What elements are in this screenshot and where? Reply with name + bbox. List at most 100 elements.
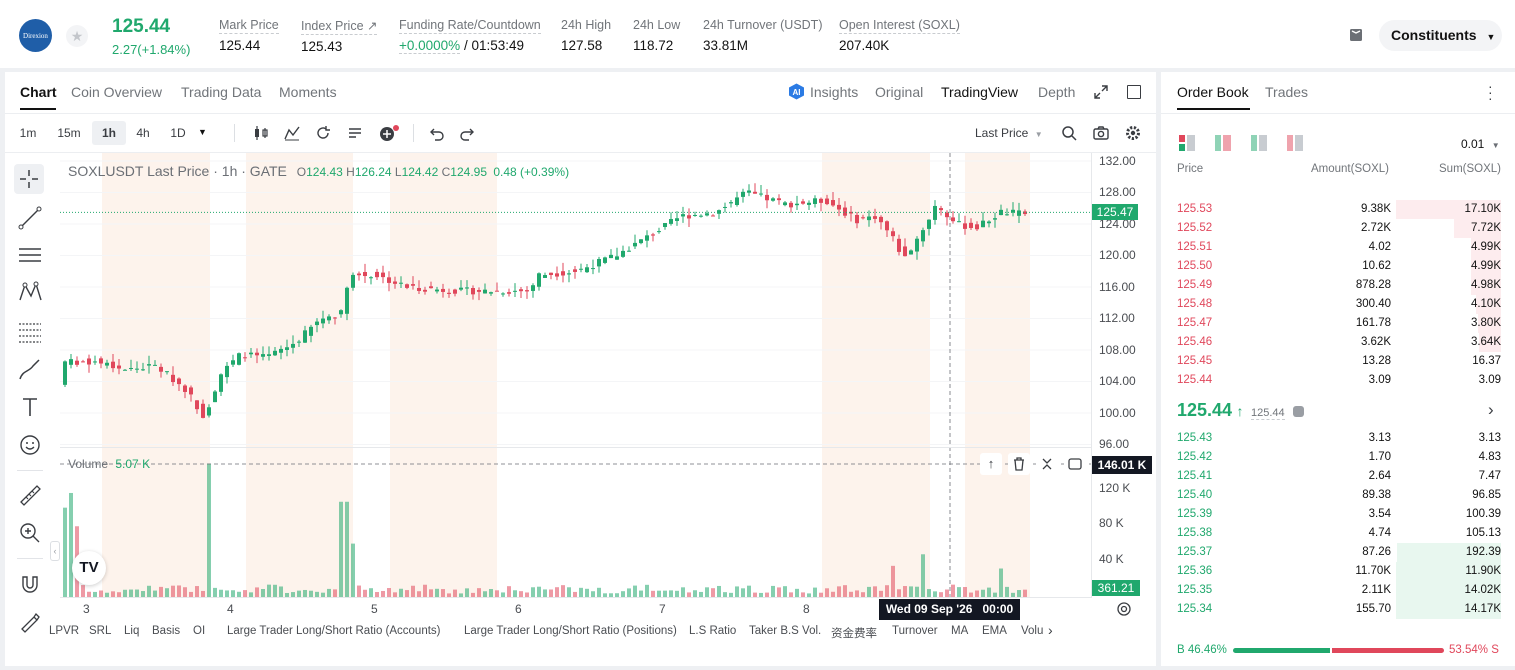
replay-icon[interactable] xyxy=(314,124,332,142)
tab-coin-overview[interactable]: Coin Overview xyxy=(71,84,163,100)
lock-drawings-icon[interactable] xyxy=(15,606,45,636)
fib-tool-icon[interactable] xyxy=(15,316,45,346)
ask-row[interactable]: 125.46 3.62K 3.64K xyxy=(1161,333,1515,352)
maximize-pane-icon[interactable] xyxy=(1064,453,1086,475)
zoom-in-tool-icon[interactable] xyxy=(15,518,45,548)
bid-row[interactable]: 125.41 2.64 7.47 xyxy=(1161,467,1515,486)
ruler-tool-icon[interactable] xyxy=(15,480,45,510)
bid-row[interactable]: 125.35 2.11K 14.02K xyxy=(1161,581,1515,600)
tab-order-book[interactable]: Order Book xyxy=(1177,84,1249,100)
pattern-tool-icon[interactable] xyxy=(15,278,45,308)
ask-row[interactable]: 125.52 2.72K 7.72K xyxy=(1161,219,1515,238)
indicator-volume[interactable]: Volu xyxy=(1021,625,1043,637)
view-asks-bids-icon[interactable] xyxy=(1215,135,1231,151)
ask-row[interactable]: 125.44 3.09 3.09 xyxy=(1161,371,1515,390)
bid-row[interactable]: 125.42 1.70 4.83 xyxy=(1161,448,1515,467)
timeframe-1m[interactable]: 1m xyxy=(19,126,37,140)
trend-line-tool-icon[interactable] xyxy=(15,203,45,233)
text-tool-icon[interactable] xyxy=(15,392,45,422)
time-axis-settings-icon[interactable] xyxy=(1116,601,1132,617)
indicator-oi[interactable]: OI xyxy=(193,625,206,637)
view-asks-only-icon[interactable] xyxy=(1287,135,1303,151)
bid-row[interactable]: 125.38 4.74 105.13 xyxy=(1161,524,1515,543)
indicator-ma[interactable]: MA xyxy=(951,625,969,637)
tab-original[interactable]: Original xyxy=(875,84,924,100)
tradingview-logo[interactable]: TV xyxy=(72,551,106,585)
indicator-lpvr[interactable]: LPVR xyxy=(49,625,80,637)
view-bids-only-icon[interactable] xyxy=(1251,135,1267,151)
view-both-icon[interactable] xyxy=(1179,135,1195,151)
tab-insights[interactable]: Insights xyxy=(810,84,859,100)
expand-icon[interactable] xyxy=(1094,85,1108,99)
price-type-select[interactable]: Last Price ▼ xyxy=(975,126,1043,140)
crosshair-tool-icon[interactable] xyxy=(14,164,44,194)
timeframe-4h[interactable]: 4h xyxy=(136,126,150,140)
tab-tradingview[interactable]: TradingView xyxy=(941,84,1019,100)
ask-row[interactable]: 125.45 13.28 16.37 xyxy=(1161,352,1515,371)
timeframe-1d[interactable]: 1D xyxy=(170,126,186,140)
indicator-large-trader-accounts[interactable]: Large Trader Long/Short Ratio (Accounts) xyxy=(227,625,441,637)
bid-row[interactable]: 125.36 11.70K 11.90K xyxy=(1161,562,1515,581)
indicator-liq[interactable]: Liq xyxy=(124,625,140,637)
notes-icon[interactable] xyxy=(1347,26,1365,44)
tab-depth[interactable]: Depth xyxy=(1038,84,1076,100)
indicators-scroll-right-icon[interactable]: › xyxy=(1048,622,1053,638)
favorite-star-icon[interactable]: ★ xyxy=(66,25,88,47)
timeframe-1h[interactable]: 1h xyxy=(92,121,126,145)
indicator-srl[interactable]: SRL xyxy=(89,625,112,637)
search-icon[interactable] xyxy=(1061,125,1077,141)
add-alert-icon[interactable] xyxy=(379,124,401,142)
indicator-ls-ratio[interactable]: L.S Ratio xyxy=(689,625,737,637)
bid-row[interactable]: 125.37 87.26 192.39 xyxy=(1161,543,1515,562)
ask-row[interactable]: 125.49 878.28 4.98K xyxy=(1161,276,1515,295)
bid-row[interactable]: 125.39 3.54 100.39 xyxy=(1161,505,1515,524)
brush-tool-icon[interactable] xyxy=(15,354,45,384)
timeframe-15m[interactable]: 15m xyxy=(57,126,81,140)
tab-trading-data[interactable]: Trading Data xyxy=(181,84,262,100)
more-options-icon[interactable]: · · · xyxy=(1488,78,1493,106)
ask-row[interactable]: 125.48 300.40 4.10K xyxy=(1161,295,1515,314)
stat-label[interactable]: Index Price ↗ xyxy=(301,19,378,35)
camera-icon[interactable] xyxy=(1093,125,1109,141)
collapse-pane-icon[interactable] xyxy=(1036,453,1058,475)
chevron-right-icon[interactable]: › xyxy=(1488,400,1494,419)
collapse-toolbar-icon[interactable]: ‹ xyxy=(50,541,60,561)
tab-chart[interactable]: Chart xyxy=(20,84,57,100)
stat-label[interactable]: Funding Rate/Countdown xyxy=(399,18,541,34)
templates-icon[interactable] xyxy=(346,124,364,142)
ask-row[interactable]: 125.47 161.78 3.80K xyxy=(1161,314,1515,333)
magnet-tool-icon[interactable] xyxy=(15,569,45,599)
precision-select[interactable]: 0.01 ▼ xyxy=(1461,137,1500,151)
redo-icon[interactable] xyxy=(459,124,477,142)
candle-type-icon[interactable] xyxy=(252,124,270,142)
price-chart[interactable] xyxy=(60,153,1091,598)
indicator-taker-bs-vol[interactable]: Taker B.S Vol. xyxy=(749,625,822,637)
stat-label[interactable]: Open Interest (SOXL) xyxy=(839,18,960,34)
stat-label[interactable]: Mark Price xyxy=(219,18,279,34)
tab-trades[interactable]: Trades xyxy=(1265,84,1309,100)
bid-row[interactable]: 125.40 89.38 96.85 xyxy=(1161,486,1515,505)
gear-icon[interactable] xyxy=(1125,125,1141,141)
indicators-icon[interactable] xyxy=(283,124,301,142)
timeframe-dropdown-icon[interactable]: ▼ xyxy=(198,127,207,137)
move-pane-up-icon[interactable]: ↑ xyxy=(980,453,1002,475)
indicator-large-trader-positions[interactable]: Large Trader Long/Short Ratio (Positions… xyxy=(464,625,677,637)
indicator-ema[interactable]: EMA xyxy=(982,625,1007,637)
indicator-funding-rate[interactable]: 资金费率 xyxy=(831,628,877,640)
constituents-button[interactable]: Constituents ▼ xyxy=(1379,20,1502,51)
horizontal-lines-tool-icon[interactable] xyxy=(15,240,45,270)
indicator-basis[interactable]: Basis xyxy=(152,625,181,637)
window-icon[interactable] xyxy=(1127,85,1141,99)
ask-row[interactable]: 125.50 10.62 4.99K xyxy=(1161,257,1515,276)
tab-moments[interactable]: Moments xyxy=(279,84,337,100)
undo-icon[interactable] xyxy=(427,124,445,142)
delete-pane-icon[interactable] xyxy=(1008,453,1030,475)
volume-bar xyxy=(63,507,67,597)
bid-row[interactable]: 125.34 155.70 14.17K xyxy=(1161,600,1515,619)
emoji-tool-icon[interactable] xyxy=(15,430,45,460)
indicator-turnover[interactable]: Turnover xyxy=(892,625,938,637)
ask-row[interactable]: 125.51 4.02 4.99K xyxy=(1161,238,1515,257)
bid-row[interactable]: 125.43 3.13 3.13 xyxy=(1161,429,1515,448)
ask-row[interactable]: 125.53 9.38K 17.10K xyxy=(1161,200,1515,219)
mid-price[interactable]: 125.44 ↑ 125.44 xyxy=(1177,400,1305,421)
